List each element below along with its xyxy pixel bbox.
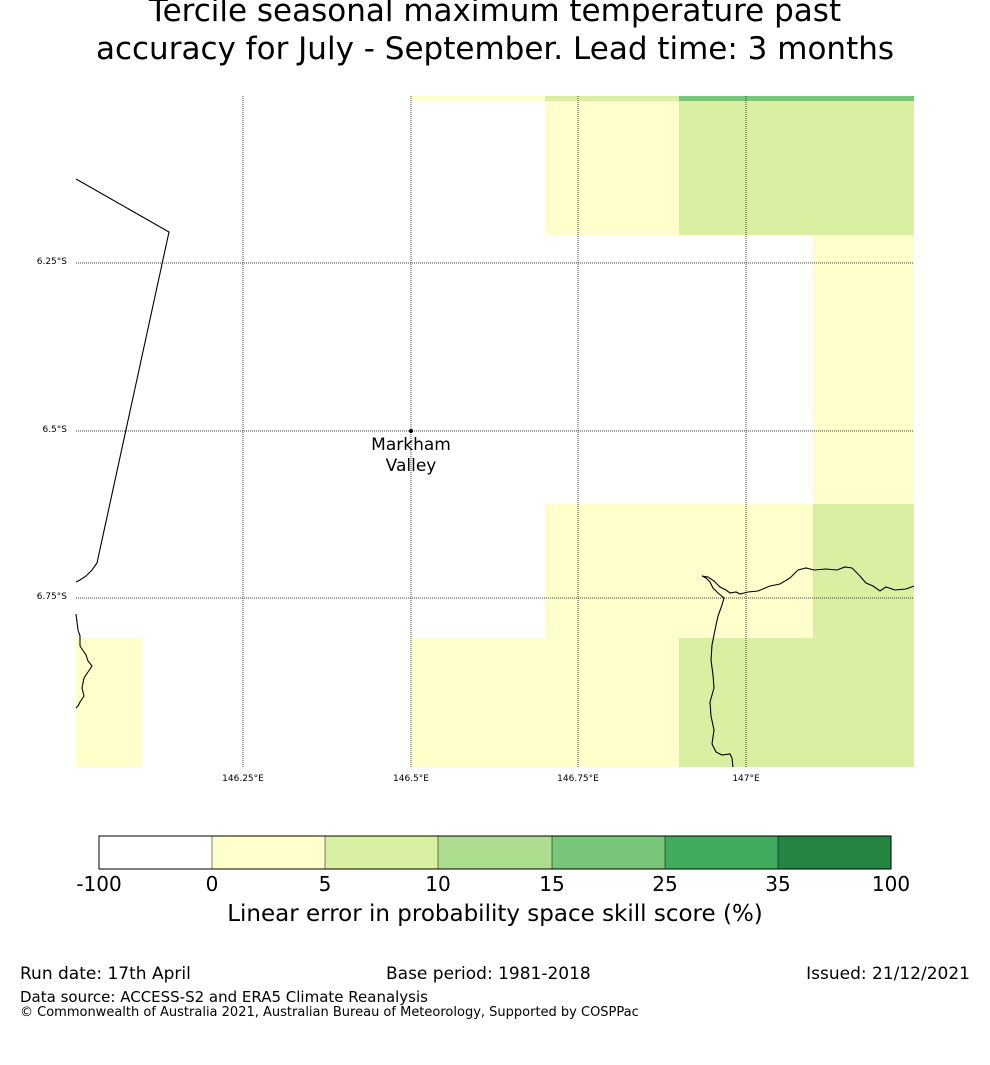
lat-label: 6.5°S bbox=[42, 425, 67, 435]
colorbar-segment bbox=[552, 836, 665, 869]
base-period: Base period: 1981-2018 bbox=[386, 964, 591, 984]
colorbar-tick-label: 5 bbox=[318, 872, 332, 896]
colorbar-tick-label: 25 bbox=[652, 872, 678, 896]
colorbar bbox=[98, 835, 892, 870]
map-title: Tercile seasonal maximum temperature pas… bbox=[0, 0, 990, 68]
lat-label: 6.25°S bbox=[36, 257, 67, 267]
lat-label: 6.75°S bbox=[36, 592, 67, 602]
run-date: Run date: 17th April bbox=[20, 964, 191, 984]
colorbar-segment bbox=[665, 836, 778, 869]
grid-cell bbox=[545, 504, 813, 638]
colorbar-segment bbox=[99, 836, 212, 869]
province-boundary bbox=[75, 178, 170, 583]
place-label: Markham Valley bbox=[351, 435, 471, 477]
colorbar-segment bbox=[778, 836, 891, 869]
colorbar-tick-label: 10 bbox=[425, 872, 451, 896]
grid-cell bbox=[813, 235, 914, 504]
colorbar-segment bbox=[438, 836, 552, 869]
location-marker bbox=[409, 429, 413, 433]
colorbar-outline bbox=[98, 835, 892, 870]
skill-grid bbox=[76, 96, 914, 767]
lon-label: 146.5°E bbox=[393, 774, 429, 784]
colorbar-tick-label: 100 bbox=[871, 872, 911, 896]
graticule bbox=[76, 96, 914, 767]
lon-label: 146.25°E bbox=[222, 774, 264, 784]
place-name-line-2: Valley bbox=[385, 456, 437, 476]
lon-label: 147°E bbox=[732, 774, 760, 784]
place-name-line-1: Markham bbox=[371, 435, 451, 455]
coastline-huon-gulf bbox=[701, 566, 915, 768]
grid-cell bbox=[813, 504, 914, 767]
grid-cell bbox=[679, 96, 914, 101]
colorbar-tick-label: 0 bbox=[205, 872, 219, 896]
grid-cell bbox=[679, 101, 914, 235]
colorbar-title: Linear error in probability space skill … bbox=[227, 901, 763, 927]
lon-label: 146.75°E bbox=[557, 774, 599, 784]
colorbar-tick-label: -100 bbox=[76, 872, 122, 896]
grid-cell bbox=[411, 96, 545, 101]
grid-cell bbox=[76, 638, 142, 767]
copyright: © Commonwealth of Australia 2021, Austra… bbox=[20, 1005, 639, 1020]
colorbar-segment bbox=[212, 836, 325, 869]
grid-cell bbox=[545, 96, 679, 101]
data-source: Data source: ACCESS-S2 and ERA5 Climate … bbox=[20, 988, 428, 1006]
title-line-2: accuracy for July - September. Lead time… bbox=[95, 31, 895, 67]
colorbar-segment bbox=[325, 836, 438, 869]
boundaries bbox=[75, 178, 915, 768]
issued-date: Issued: 21/12/2021 bbox=[806, 964, 970, 984]
coastline-west bbox=[75, 613, 93, 709]
title-line-1: Tercile seasonal maximum temperature pas… bbox=[148, 0, 842, 29]
colorbar-tick-label: 15 bbox=[539, 872, 565, 896]
colorbar-tick-label: 35 bbox=[765, 872, 791, 896]
grid-cell bbox=[411, 638, 679, 767]
grid-cell bbox=[545, 101, 679, 235]
